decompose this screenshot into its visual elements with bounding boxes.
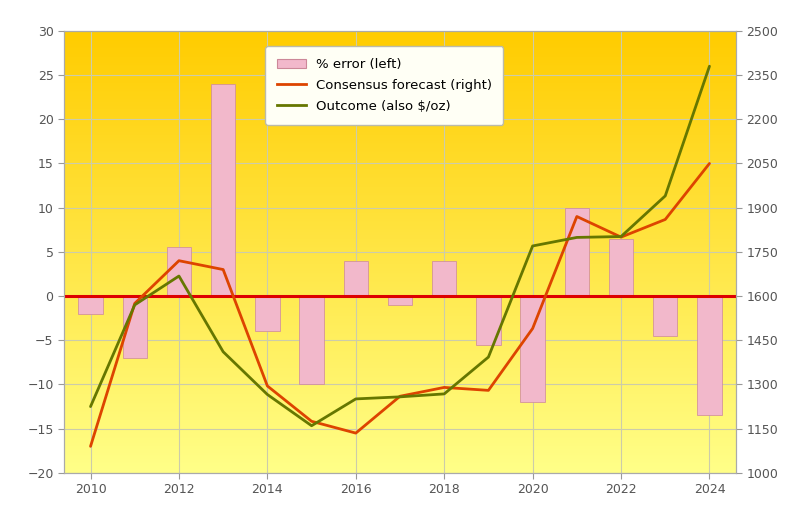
Bar	[78, 296, 102, 314]
Bar	[565, 208, 589, 296]
Bar	[698, 296, 722, 415]
Bar	[388, 296, 412, 305]
Bar	[609, 238, 634, 296]
Bar	[166, 247, 191, 296]
Bar	[122, 296, 147, 358]
Bar	[255, 296, 279, 332]
Legend: % error (left), Consensus forecast (right), Outcome (also $/oz): % error (left), Consensus forecast (righ…	[266, 46, 503, 125]
Bar	[653, 296, 678, 336]
Bar	[521, 296, 545, 402]
Bar	[299, 296, 324, 384]
Bar	[211, 84, 235, 296]
Bar	[432, 261, 456, 296]
Bar	[476, 296, 501, 345]
Bar	[344, 261, 368, 296]
